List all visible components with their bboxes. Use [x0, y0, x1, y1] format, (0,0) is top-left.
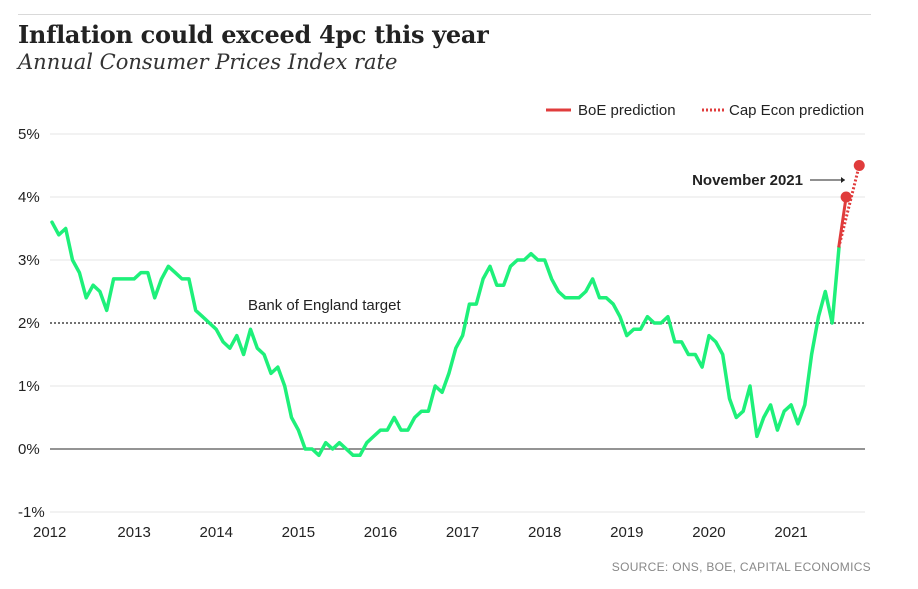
x-tick-label: 2013 [117, 524, 150, 541]
annotation-arrowhead [841, 177, 845, 183]
y-tick-label: 3% [18, 252, 40, 269]
legend-label-boe: BoE prediction [578, 102, 676, 119]
y-tick-label: 1% [18, 378, 40, 395]
annotation-label: November 2021 [692, 172, 803, 189]
november-annotation: November 2021 [692, 172, 845, 189]
x-tick-label: 2018 [528, 524, 561, 541]
top-divider [18, 14, 871, 15]
y-tick-label: -1% [18, 504, 45, 521]
x-tick-label: 2014 [200, 524, 233, 541]
y-axis-ticks: 5% 4% 3% 2% 1% 0% -1% [18, 126, 45, 521]
capecon-prediction-point [853, 160, 865, 171]
target-label: Bank of England target [248, 297, 401, 314]
y-tick-label: 2% [18, 315, 40, 332]
boe-prediction-point [840, 191, 852, 203]
y-tick-label: 5% [18, 126, 40, 143]
series-layer [50, 160, 865, 458]
x-tick-label: 2021 [774, 524, 807, 541]
cpi-line [50, 220, 841, 458]
x-tick-label: 2012 [33, 524, 66, 541]
x-tick-label: 2020 [692, 524, 725, 541]
chart-subtitle: Annual Consumer Prices Index rate [18, 50, 398, 74]
x-tick-label: 2016 [364, 524, 397, 541]
y-tick-label: 0% [18, 441, 40, 458]
boe-prediction-line [837, 196, 848, 248]
legend-label-capecon: Cap Econ prediction [729, 102, 864, 119]
chart-title: Inflation could exceed 4pc this year [18, 20, 489, 49]
x-tick-label: 2017 [446, 524, 479, 541]
grid-lines [50, 133, 865, 513]
x-tick-label: 2015 [282, 524, 315, 541]
source-note: SOURCE: ONS, BOE, CAPITAL ECONOMICS [611, 560, 871, 574]
x-tick-label: 2019 [610, 524, 643, 541]
legend: BoE prediction Cap Econ prediction [546, 102, 864, 119]
x-axis-ticks: 2012 2013 2014 2015 2016 2017 2018 2019 2020 2021 [33, 524, 808, 541]
y-tick-label: 4% [18, 189, 40, 206]
